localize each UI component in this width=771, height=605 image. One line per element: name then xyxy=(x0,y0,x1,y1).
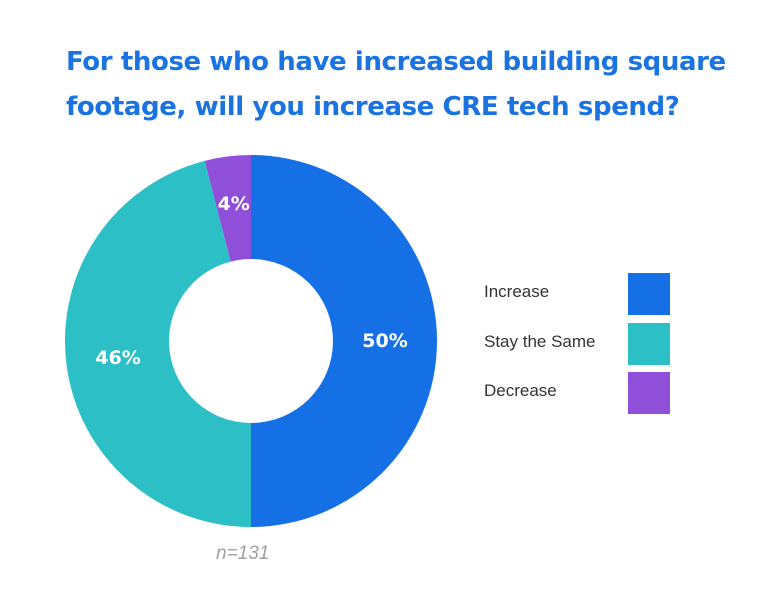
legend-item-decrease: Decrease xyxy=(484,371,684,421)
legend-swatch xyxy=(628,372,670,414)
slice-label-stay-the-same: 46% xyxy=(95,347,140,369)
chart-title: For those who have increased building sq… xyxy=(66,47,726,122)
legend: Increase Stay the Same Decrease xyxy=(484,272,684,421)
legend-swatch xyxy=(628,273,670,315)
donut-slices xyxy=(65,155,437,527)
donut-labels: 50% 46% 4% xyxy=(95,193,407,369)
legend-item-increase: Increase xyxy=(484,272,684,322)
legend-swatch xyxy=(628,322,670,365)
slice-stay-the-same xyxy=(65,160,251,527)
legend-item-stay-the-same: Stay the Same xyxy=(484,322,684,372)
legend-label: Increase xyxy=(484,282,550,301)
slice-increase xyxy=(251,155,437,527)
legend-label: Stay the Same xyxy=(484,331,596,351)
slice-label-decrease: 4% xyxy=(218,193,250,215)
legend-label: Decrease xyxy=(484,381,557,400)
slice-decrease xyxy=(204,155,251,262)
slice-label-increase: 50% xyxy=(362,330,407,352)
sample-size-note: n=131 xyxy=(216,543,270,564)
